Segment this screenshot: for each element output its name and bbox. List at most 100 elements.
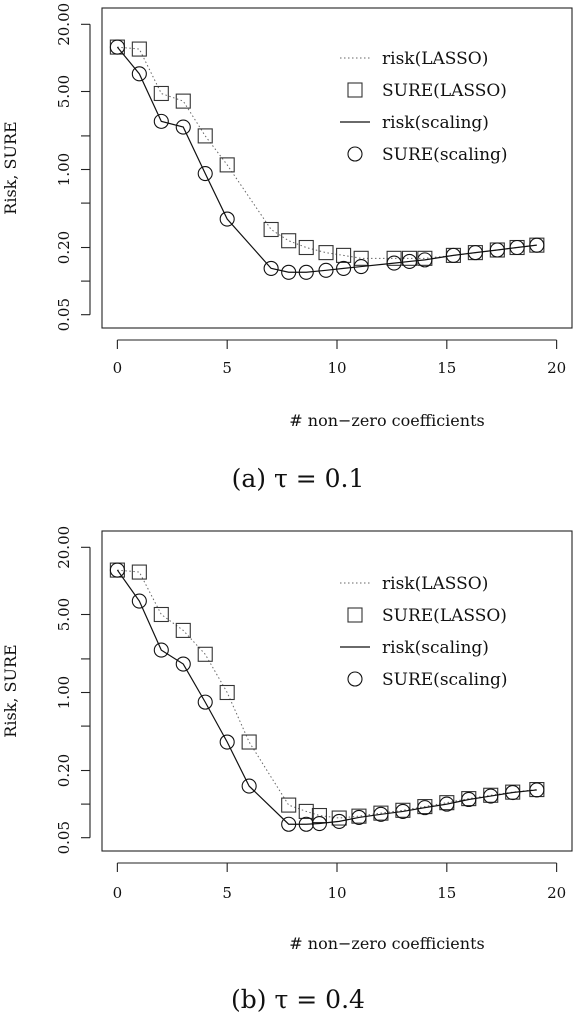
data-point-sure-lasso xyxy=(311,807,327,824)
y-tick-label: 5.00 xyxy=(55,75,73,108)
y-tick-label: 1.00 xyxy=(55,153,73,186)
data-point-sure-scaling xyxy=(197,694,213,710)
y-axis-title: Risk, SURE xyxy=(1,644,20,737)
data-point-sure-lasso xyxy=(336,247,352,263)
x-tick-label: 20 xyxy=(547,884,566,902)
legend-swatch-sure-scaling xyxy=(347,146,363,162)
data-point-sure-scaling xyxy=(461,791,477,808)
data-point-sure-lasso xyxy=(353,250,369,266)
x-tick-label: 10 xyxy=(327,884,346,902)
y-tick-label: 0.05 xyxy=(55,821,73,854)
data-point-sure-scaling xyxy=(281,816,297,832)
data-point-sure-lasso xyxy=(331,810,347,826)
data-point-sure-scaling xyxy=(489,242,505,258)
plot-frame xyxy=(101,7,573,329)
data-point-sure-scaling xyxy=(331,813,347,829)
y-tick-label: 0.20 xyxy=(55,231,73,264)
panel-caption: (a) τ = 0.1 xyxy=(232,464,365,493)
legend-label: SURE(LASSO) xyxy=(382,606,507,626)
data-point-sure-scaling xyxy=(483,788,499,804)
data-point-sure-scaling xyxy=(401,253,418,270)
data-point-sure-scaling xyxy=(131,66,147,82)
data-point-sure-scaling xyxy=(373,806,389,822)
data-point-sure-scaling xyxy=(298,264,314,280)
data-point-sure-lasso xyxy=(281,797,297,813)
y-tick-label: 0.20 xyxy=(55,754,73,787)
data-point-sure-scaling xyxy=(386,255,402,271)
legend-swatch-sure-lasso xyxy=(347,607,363,623)
data-point-sure-scaling xyxy=(445,247,461,263)
y-tick-label: 5.00 xyxy=(55,598,73,631)
data-point-sure-scaling xyxy=(318,262,334,278)
data-point-sure-lasso xyxy=(197,646,213,662)
data-point-sure-lasso xyxy=(153,606,169,623)
x-axis-title: # non−zero coefficients xyxy=(289,934,484,953)
data-point-sure-scaling xyxy=(219,211,235,227)
series-line-risk-scaling xyxy=(116,46,537,273)
data-point-sure-lasso xyxy=(175,622,191,638)
data-point-sure-scaling xyxy=(298,816,314,832)
data-point-sure-scaling xyxy=(219,734,235,750)
y-tick-label: 20.00 xyxy=(55,526,73,569)
legend: risk(LASSO) SURE(LASSO) risk(scaling) SURE(… xyxy=(340,49,508,165)
data-point-sure-scaling xyxy=(336,260,352,276)
legend-label: risk(scaling) xyxy=(382,113,489,133)
data-point-sure-scaling xyxy=(241,778,257,794)
data-point-sure-scaling xyxy=(109,39,125,55)
data-point-sure-scaling xyxy=(109,562,125,578)
panel-caption: (b) τ = 0.4 xyxy=(231,985,365,1014)
data-point-sure-lasso xyxy=(281,233,297,249)
data-point-sure-lasso xyxy=(417,250,433,266)
legend-label: SURE(scaling) xyxy=(382,670,508,690)
data-point-sure-lasso xyxy=(219,684,235,701)
legend-label: SURE(LASSO) xyxy=(382,81,507,101)
legend-label: risk(LASSO) xyxy=(382,574,488,594)
y-tick-label: 0.05 xyxy=(55,298,73,331)
data-point-sure-lasso xyxy=(131,564,147,580)
y-tick-label: 20.00 xyxy=(55,3,73,46)
x-axis-title: # non−zero coefficients xyxy=(289,411,484,430)
data-point-sure-lasso xyxy=(298,803,314,819)
y-axis-title: Risk, SURE xyxy=(1,121,20,214)
data-point-sure-scaling xyxy=(153,642,169,658)
data-point-sure-lasso xyxy=(401,250,418,266)
data-point-sure-lasso xyxy=(241,734,257,750)
data-point-sure-scaling xyxy=(353,259,369,275)
x-tick-label: 10 xyxy=(327,359,346,377)
x-tick-label: 15 xyxy=(437,359,456,377)
data-point-sure-scaling xyxy=(197,165,213,182)
data-point-sure-scaling xyxy=(529,237,545,253)
data-point-sure-lasso xyxy=(263,221,279,238)
x-tick-label: 5 xyxy=(222,884,232,902)
panel-b: 0 5 10 15 20 0.05 0.20 1.00 5.00 20.00 # non−zero … xyxy=(1,526,573,1014)
legend-swatch-sure-scaling xyxy=(347,671,363,687)
plot-frame xyxy=(101,530,573,852)
data-point-sure-scaling xyxy=(529,782,545,798)
y-tick-label: 1.00 xyxy=(55,676,73,709)
data-point-sure-lasso xyxy=(175,93,191,109)
data-point-sure-scaling xyxy=(351,809,367,825)
data-point-sure-scaling xyxy=(395,803,411,819)
data-point-sure-scaling xyxy=(153,113,169,129)
legend: risk(LASSO) SURE(LASSO) risk(scaling) SURE(… xyxy=(340,574,508,690)
legend-swatch-sure-lasso xyxy=(347,82,363,98)
data-point-sure-scaling xyxy=(311,815,327,832)
x-tick-label: 20 xyxy=(547,359,566,377)
data-point-sure-scaling xyxy=(175,656,191,672)
legend-label: risk(scaling) xyxy=(382,638,489,658)
legend-label: risk(LASSO) xyxy=(382,49,488,69)
x-tick-label: 0 xyxy=(113,359,123,377)
data-point-sure-lasso xyxy=(318,245,334,261)
panel-a: 0 5 10 15 20 0.05 0.20 1.00 5.00 20.00 # non−zero … xyxy=(1,3,573,493)
x-tick-label: 0 xyxy=(113,884,123,902)
data-point-sure-lasso xyxy=(131,41,147,57)
data-point-sure-scaling xyxy=(505,784,521,801)
data-point-sure-scaling xyxy=(131,593,147,609)
data-point-sure-lasso xyxy=(219,157,235,173)
data-point-sure-lasso xyxy=(153,85,169,102)
data-point-sure-scaling xyxy=(281,264,297,280)
data-point-sure-scaling xyxy=(263,260,279,276)
data-point-sure-lasso xyxy=(197,128,213,144)
legend-label: SURE(scaling) xyxy=(382,145,508,165)
